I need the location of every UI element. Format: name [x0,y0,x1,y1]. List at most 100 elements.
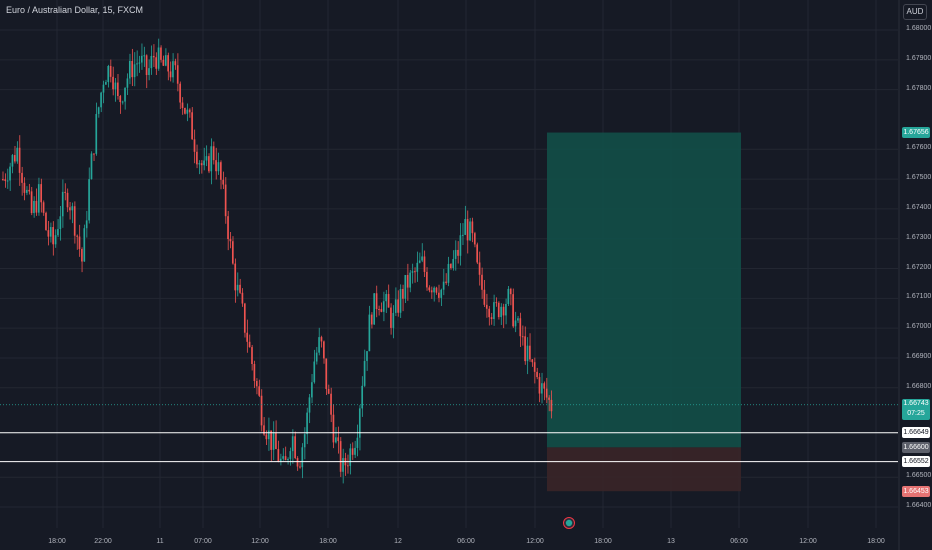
candle-body [414,271,416,273]
candle-body [356,437,359,448]
candle-body [37,184,40,213]
candle-body [452,258,455,269]
candle-body [447,263,450,283]
candle-body [90,153,93,180]
candle-body [236,284,239,291]
candle-body [512,294,514,327]
candle-body [251,347,253,365]
candle-body [145,55,148,76]
candle-body [334,437,337,443]
stop-price-tag: 1.66453 [902,485,930,497]
candle-body [140,55,143,63]
candle-body [526,345,529,362]
candle-body [229,239,232,242]
time-axis-label: 12:00 [251,538,269,545]
replay-marker-inner [565,519,573,527]
candle-body [164,55,167,66]
candle-body [198,163,201,165]
candle-body [138,62,141,64]
candle-body [325,358,328,389]
candle-body [260,395,263,426]
current-price-value: 1.66743 [903,399,929,407]
candle-body [191,112,193,140]
candle-body [435,287,438,293]
candle-body [179,83,181,103]
candle-body [342,458,344,472]
candle-body [533,362,536,372]
candle-body [406,274,409,288]
candle-body [418,260,421,263]
candle-body [107,66,110,83]
candle-body [227,216,229,240]
candle-body [169,71,172,78]
candle-body [351,448,354,455]
candle-body [234,263,237,291]
candle-body [275,432,277,449]
time-axis-label: 12:00 [799,538,817,545]
candle-body [73,206,76,236]
candle-body [457,249,459,256]
candle-body [354,447,356,455]
candle-body [509,288,512,295]
candle-body [205,156,208,161]
candle-body [426,271,428,288]
candle-body [327,388,330,394]
candle-body [330,393,332,415]
price-axis-label: 1.67400 [906,203,932,211]
candle-body [61,191,64,217]
candle-body [478,262,481,275]
candle-body [150,55,153,69]
candle-body [411,271,414,273]
candle-body [255,380,258,387]
candle-body [548,397,550,400]
candle-body [9,166,11,181]
price-axis-label: 1.68000 [906,25,932,32]
candle-body [160,47,162,60]
candle-body [162,59,165,66]
candle-body [47,230,50,237]
candlestick-series [2,38,553,484]
candle-body [181,102,184,108]
candle-body [459,235,462,256]
candle-body [521,336,524,338]
time-axis-label: 06:00 [457,538,475,545]
candle-body [423,256,426,272]
candle-body [500,306,502,318]
candle-body [524,336,526,362]
entry-price-tag: 1.66600 [902,441,930,453]
candle-body [339,441,342,472]
candle-body [543,383,546,389]
time-axis-label: 11 [156,538,164,545]
candle-body [45,212,47,231]
price-axis-label: 1.67000 [906,323,932,331]
stop-loss-zone[interactable] [547,447,741,492]
candle-body [272,432,275,450]
candle-body [473,233,476,245]
time-axis-label: 07:00 [194,538,212,545]
candle-body [21,172,23,183]
candle-body [476,244,479,263]
candle-body [289,451,292,459]
candle-body [258,386,261,396]
candle-body [184,107,186,114]
candle-body [416,262,419,272]
currency-button[interactable]: AUD [903,4,927,20]
candle-body [514,320,517,327]
time-axis-label: 18:00 [319,538,337,545]
candle-body [267,430,270,440]
time-axis-label: 06:00 [730,538,748,545]
candle-body [519,318,522,337]
candle-body [390,307,392,328]
candle-body [323,341,325,359]
candle-body [536,371,538,378]
candle-body [243,303,246,333]
candle-body [121,101,124,103]
take-profit-zone[interactable] [547,132,741,448]
price-axis-label: 1.66400 [906,502,932,509]
candle-body [449,263,452,269]
candle-body [57,229,59,236]
time-axis-label: 12:00 [526,538,544,545]
candle-body [231,241,234,264]
candle-body [318,337,320,353]
